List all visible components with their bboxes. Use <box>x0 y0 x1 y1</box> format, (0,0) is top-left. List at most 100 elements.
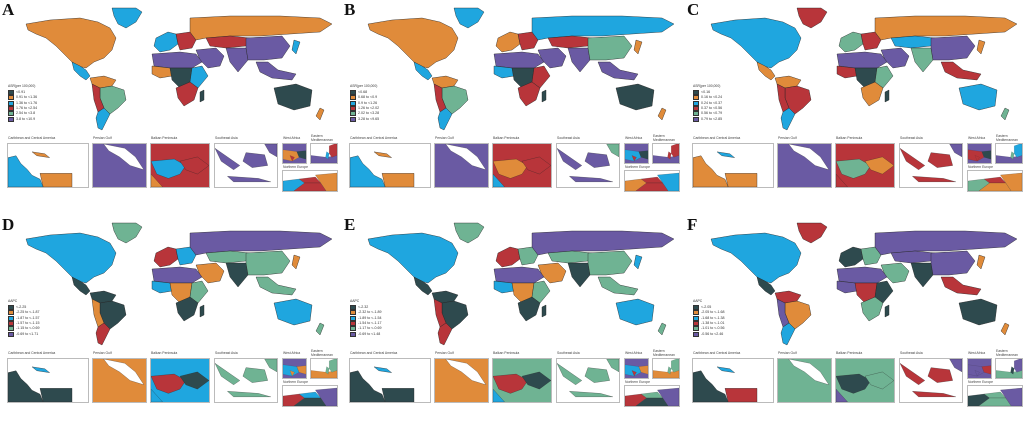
legend-label: -1.87 to <-1.57 <box>16 315 40 320</box>
legend-item: <0.91 <box>8 90 37 96</box>
legend-item: -1.68 to <-1.38 <box>693 315 724 321</box>
inset-label: Eastern Mediterranean <box>996 134 1018 142</box>
inset-northern-europe <box>282 170 338 192</box>
inset-label: Northern Europe <box>625 165 651 169</box>
inset-label: Northern Europe <box>283 165 309 169</box>
inset-label: Eastern Mediterranean <box>996 349 1018 357</box>
region-au <box>615 298 655 326</box>
inset-label: Balkan Peninsula <box>836 351 863 355</box>
region-mg <box>884 89 890 103</box>
inset-label: Persian Gulf <box>435 136 454 140</box>
legend-item: -2.05 to <-1.68 <box>693 310 724 316</box>
inset-caribbean <box>349 143 431 188</box>
legend-label: 0.91 to <1.36 <box>16 95 38 100</box>
region-sa_s <box>437 107 453 131</box>
region-na <box>367 232 459 284</box>
region-ca_as <box>547 250 593 264</box>
inset-label: West Africa <box>968 136 986 140</box>
legend-swatch <box>8 106 14 112</box>
panel-letter: C <box>687 0 700 19</box>
region-sa_s <box>95 322 111 346</box>
region-ind <box>567 47 591 73</box>
legend-title: AAPC <box>8 299 18 303</box>
region-eaf <box>189 280 209 304</box>
region-sea <box>940 276 982 296</box>
inset-label: Southeast Asia <box>557 136 580 140</box>
region-ru <box>189 15 333 41</box>
inset-row: Caribbean and Central America Persian Gu… <box>685 349 1024 425</box>
legend-label: <0.91 <box>16 90 26 95</box>
region-eu_w <box>495 246 521 268</box>
legend-swatch <box>693 305 699 311</box>
region-ca_as <box>205 250 251 264</box>
legend-item: -1.15 to <-0.69 <box>8 326 39 332</box>
region-saf <box>175 296 199 322</box>
legend-label: <-2.32 <box>358 305 369 310</box>
legend-label: 3.28 to <9.65 <box>358 116 380 121</box>
legend-item: -1.17 to <-0.69 <box>350 326 382 332</box>
region-ind <box>225 262 249 288</box>
region-na <box>25 232 117 284</box>
region-sea <box>597 61 639 81</box>
region-mg <box>884 304 890 318</box>
inset-eastern-mediterranean <box>652 358 680 379</box>
inset-balkan <box>150 143 210 188</box>
legend-label: 0.16 to <0.24 <box>701 95 723 100</box>
region-chn <box>930 250 976 276</box>
inset-persian-gulf <box>434 358 489 403</box>
region-gl <box>111 7 143 29</box>
region-ind <box>225 47 249 73</box>
region-nz <box>1000 107 1010 121</box>
legend-swatch <box>8 95 14 101</box>
region-au <box>958 83 998 111</box>
region-nz <box>657 107 667 121</box>
region-jp <box>976 39 986 55</box>
inset-persian-gulf <box>777 358 832 403</box>
legend-item: -1.01 to <-0.56 <box>693 326 724 332</box>
legend-swatch <box>8 326 14 332</box>
legend-label: -2.32 to <-1.89 <box>358 310 382 315</box>
region-waf <box>493 65 515 79</box>
map-panel-b: B ASR(per 100,000) <0.68 0.68 to <0.9 0.… <box>342 0 682 210</box>
region-chn <box>587 250 633 276</box>
legend-item: 0.16 to <0.24 <box>693 95 723 101</box>
region-ca <box>756 61 776 81</box>
legend-swatch <box>8 111 14 117</box>
legend-label: -0.69 to <1.71 <box>16 331 39 336</box>
map-panel-e: E AAPC <-2.32 -2.32 to <-1.89 -1.89 to <… <box>342 215 682 425</box>
region-waf <box>151 280 173 294</box>
panel-letter: D <box>2 215 15 234</box>
legend: ASR(per 100,000) <0.16 0.16 to <0.24 0.2… <box>693 84 722 122</box>
legend: AAPC <-2.05 -2.05 to <-1.68 -1.68 to <-1… <box>693 299 724 337</box>
world-map <box>362 219 677 347</box>
legend-swatch <box>693 100 699 106</box>
region-waf <box>836 280 858 294</box>
legend-swatch <box>350 111 356 117</box>
legend-item: <-2.25 <box>8 305 39 311</box>
legend-swatch <box>693 106 699 112</box>
inset-label: Persian Gulf <box>435 351 454 355</box>
region-sa_s <box>95 107 111 131</box>
legend-item: 0.9 to <1.26 <box>350 100 379 106</box>
inset-balkan <box>492 358 552 403</box>
region-waf <box>151 65 173 79</box>
legend-item: 0.37 to <0.56 <box>693 106 722 112</box>
legend-item: <-2.32 <box>350 305 381 311</box>
legend-swatch <box>693 321 699 327</box>
legend-swatch <box>350 315 356 321</box>
inset-eastern-mediterranean <box>995 143 1023 164</box>
region-eaf <box>531 280 551 304</box>
legend-item: 3.8 to <10.9 <box>8 116 37 122</box>
region-eaf <box>531 65 551 89</box>
legend-label: -1.17 to <-0.69 <box>358 326 382 331</box>
map-panel-c: C ASR(per 100,000) <0.16 0.16 to <0.24 0… <box>685 0 1024 210</box>
region-saf <box>860 296 884 322</box>
inset-eastern-mediterranean <box>995 358 1023 379</box>
legend-label: 2.02 to <3.28 <box>358 111 380 116</box>
legend-label: -1.89 to <-1.54 <box>358 315 382 320</box>
inset-southeast-asia <box>556 358 620 403</box>
legend-item: <-2.05 <box>693 305 724 311</box>
region-ca <box>413 276 433 296</box>
legend-item: 1.36 to <1.76 <box>8 100 37 106</box>
region-ca <box>71 61 91 81</box>
